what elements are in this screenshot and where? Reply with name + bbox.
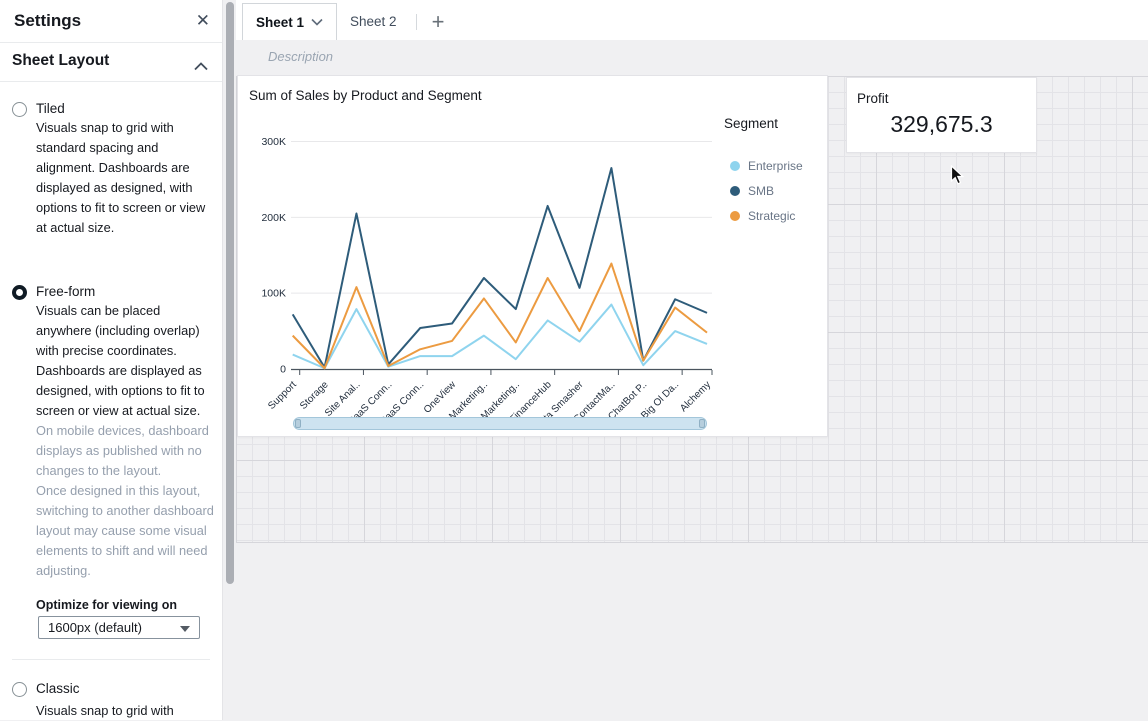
svg-text:100K: 100K [261, 288, 286, 300]
tab-sheet-1-label: Sheet 1 [256, 15, 304, 30]
chart-legend: Segment [724, 116, 824, 131]
radio-classic-label[interactable]: Classic [36, 681, 80, 696]
radio-freeform-label[interactable]: Free-form [36, 284, 95, 299]
radio-tiled[interactable] [12, 102, 27, 117]
caret-down-icon [180, 626, 190, 632]
viewport-width-select[interactable]: 1600px (default) [38, 616, 200, 639]
tab-sheet-1[interactable]: Sheet 1 [242, 3, 337, 40]
legend-item-strategic[interactable]: Strategic [730, 209, 795, 223]
divider [12, 659, 210, 660]
smb-color-dot [730, 186, 740, 196]
legend-title: Segment [724, 116, 824, 131]
kpi-value: 329,675.3 [847, 111, 1036, 138]
enterprise-color-dot [730, 161, 740, 171]
svg-text:Alchemy: Alchemy [678, 379, 713, 414]
description-placeholder: Description [268, 49, 333, 64]
tiled-description: Visuals snap to grid with standard spaci… [36, 118, 216, 238]
scrollbar-right-handle[interactable] [699, 419, 705, 428]
svg-text:300K: 300K [261, 136, 286, 148]
settings-panel: Settings ✕ Sheet Layout Tiled Visuals sn… [0, 0, 222, 720]
sidebar-scrollbar[interactable] [222, 0, 236, 720]
tab-sheet-2-label: Sheet 2 [350, 14, 397, 29]
freeform-description: Visuals can be placed anywhere (includin… [36, 301, 216, 581]
close-icon[interactable]: ✕ [196, 11, 210, 31]
settings-panel-title: Settings [14, 11, 81, 31]
svg-text:200K: 200K [261, 212, 286, 224]
divider [0, 81, 222, 82]
chart-horizontal-scrollbar[interactable] [293, 417, 707, 430]
divider [0, 42, 222, 43]
sheet-layout-section-title[interactable]: Sheet Layout [12, 52, 109, 70]
add-sheet-button[interactable]: + [426, 12, 451, 32]
radio-tiled-label[interactable]: Tiled [36, 101, 65, 116]
chart-title: Sum of Sales by Product and Segment [249, 88, 482, 103]
description-bar[interactable]: Description [236, 40, 1148, 72]
kpi-title: Profit [857, 91, 889, 106]
legend-label: SMB [748, 184, 774, 198]
legend-item-smb[interactable]: SMB [730, 184, 774, 198]
tab-sheet-2[interactable]: Sheet 2 [337, 3, 410, 40]
legend-item-enterprise[interactable]: Enterprise [730, 159, 803, 173]
chevron-up-icon[interactable] [194, 58, 208, 76]
sheet-tab-bar: Sheet 1 Sheet 2 + [236, 0, 1148, 40]
viewport-width-value: 1600px (default) [48, 620, 142, 635]
svg-text:Support: Support [266, 379, 299, 412]
legend-label: Strategic [748, 209, 795, 223]
chevron-down-icon[interactable] [311, 18, 323, 26]
optimize-for-viewing-label: Optimize for viewing on [36, 598, 177, 612]
dashboard-main: Sheet 1 Sheet 2 + Description 0 100K 200K 3… [236, 0, 1148, 720]
legend-label: Enterprise [748, 159, 803, 173]
sidebar-scrollbar-thumb[interactable] [226, 2, 234, 584]
radio-classic[interactable] [12, 682, 27, 697]
svg-text:0: 0 [280, 364, 286, 376]
strategic-color-dot [730, 211, 740, 221]
kpi-visual[interactable]: Profit 329,675.3 [846, 77, 1037, 153]
classic-description: Visuals snap to grid with [36, 701, 216, 721]
radio-freeform[interactable] [12, 285, 27, 300]
scrollbar-left-handle[interactable] [295, 419, 301, 428]
divider [416, 14, 417, 30]
